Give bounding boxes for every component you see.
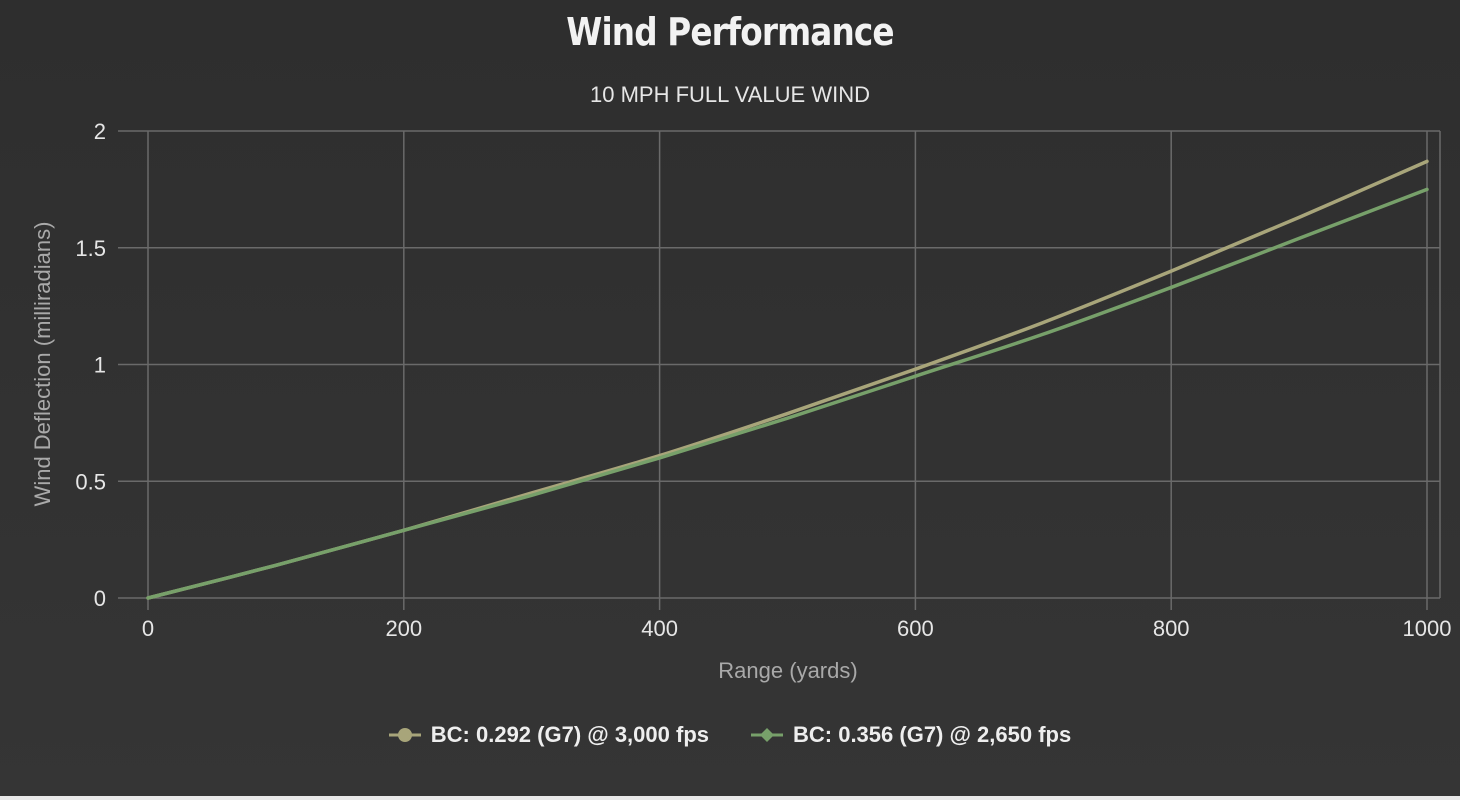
series-lines [146,159,1429,600]
chart-title: Wind Performance [566,10,894,54]
x-tick-labels: 0 200 400 600 800 1000 [142,616,1452,641]
x-tick-label: 200 [385,616,422,641]
grid-lines [118,130,1441,610]
series-line-2 [146,187,1429,600]
x-axis-label: Range (yards) [718,658,857,683]
legend: BC: 0.292 (G7) @ 3,000 fps BC: 0.356 (G7)… [0,722,1460,748]
x-tick-label: 1000 [1403,616,1452,641]
y-tick-label: 1.5 [75,236,106,261]
chart-subtitle: 10 MPH FULL VALUE WIND [590,82,870,107]
legend-label: BC: 0.356 (G7) @ 2,650 fps [793,722,1072,747]
legend-item-1[interactable]: BC: 0.292 (G7) @ 3,000 fps [388,722,709,748]
x-tick-label: 400 [641,616,678,641]
y-tick-label: 0.5 [75,469,106,494]
x-tick-label: 600 [897,616,934,641]
circle-marker-icon [388,728,421,742]
y-tick-label: 1 [94,353,106,378]
y-axis-label: Wind Deflection (milliradians) [30,222,55,507]
y-tick-labels: 0 0.5 1 1.5 2 [75,119,106,611]
legend-item-2[interactable]: BC: 0.356 (G7) @ 2,650 fps [751,722,1071,748]
x-tick-label: 800 [1153,616,1190,641]
x-tick-label: 0 [142,616,154,641]
diamond-marker-icon [751,728,783,742]
y-tick-label: 0 [94,586,106,611]
y-tick-label: 2 [94,119,106,144]
series-line-1 [146,159,1429,600]
legend-label: BC: 0.292 (G7) @ 3,000 fps [430,722,709,747]
